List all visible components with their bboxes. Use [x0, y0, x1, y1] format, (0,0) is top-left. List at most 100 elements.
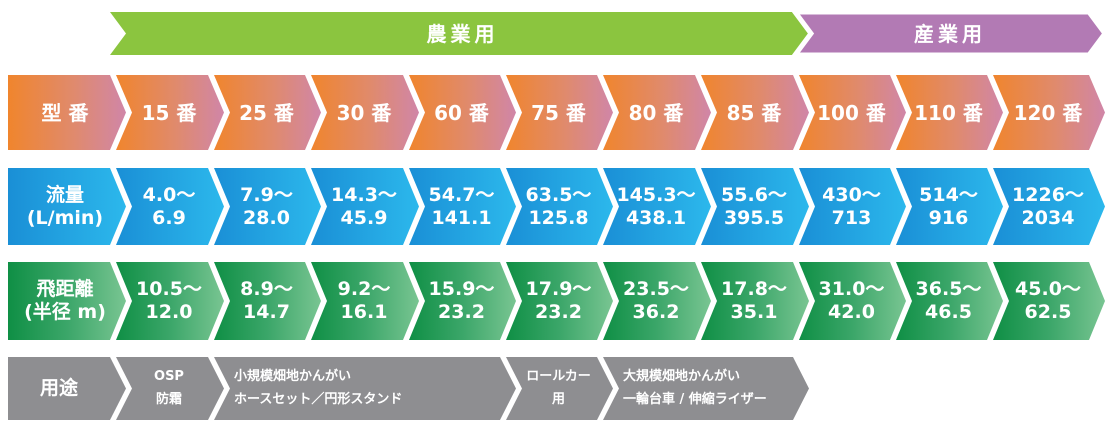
cell-chevron — [799, 262, 906, 340]
cell-distance-line1: 10.5〜 — [136, 278, 202, 301]
cell-chevron — [214, 75, 321, 150]
cell-flow-line2: 2034 — [1021, 206, 1075, 229]
cell-flow-line2: 6.9 — [152, 206, 186, 229]
cell-model: 25 番 — [220, 75, 313, 150]
usage-chevron — [116, 357, 224, 420]
cell-distance: 17.9〜 23.2 — [512, 262, 605, 340]
cell-chevron — [116, 168, 224, 245]
cell-model-line1: 75 番 — [531, 100, 586, 125]
category-band — [790, 9, 1109, 58]
cell-flow: 63.5〜 125.8 — [512, 168, 605, 245]
cell-flow: 14.3〜 45.9 — [317, 168, 411, 245]
cell-chevron — [311, 75, 419, 150]
cell-chevron — [799, 75, 906, 150]
row-header-chevron — [8, 75, 126, 150]
cell-distance: 10.5〜 12.0 — [122, 262, 216, 340]
cell-chevron — [603, 168, 711, 245]
row-header-distance: 飛距離 (半径 m) — [12, 262, 118, 340]
cell-distance-line1: 15.9〜 — [428, 278, 495, 301]
row-header-distance-line2: (半径 m) — [24, 301, 106, 323]
cell-chevron — [993, 168, 1105, 245]
cell-flow-line1: 63.5〜 — [525, 183, 592, 206]
usage-chevron — [214, 357, 516, 420]
cell-chevron — [896, 75, 1003, 150]
cell-flow-line1: 55.6〜 — [721, 183, 787, 206]
usage-cell: ロールカー用 — [512, 357, 605, 420]
cell-chevron — [896, 262, 1003, 340]
cell-flow-line1: 514〜 — [919, 183, 978, 206]
cell-chevron — [311, 262, 419, 340]
cell-distance-line2: 23.2 — [535, 301, 582, 323]
row-header-flow: 流量 (L/min) — [12, 168, 118, 245]
cell-flow-line2: 28.0 — [243, 206, 290, 229]
cell-flow-line1: 14.3〜 — [331, 183, 397, 206]
cell-chevron — [993, 75, 1105, 150]
cell-distance: 36.5〜 46.5 — [902, 262, 995, 340]
cell-flow: 4.0〜 6.9 — [122, 168, 216, 245]
cell-model-line1: 120 番 — [1013, 100, 1083, 125]
cell-distance-line2: 42.0 — [828, 301, 875, 323]
cell-distance-line1: 31.0〜 — [818, 278, 885, 301]
cell-flow-line1: 7.9〜 — [240, 183, 293, 206]
row-header-model-line1: 型 番 — [41, 100, 89, 125]
cell-flow-line2: 125.8 — [528, 206, 589, 229]
cell-flow-line1: 145.3〜 — [616, 183, 696, 206]
cell-chevron — [799, 168, 906, 245]
cell-model: 30 番 — [317, 75, 411, 150]
cell-chevron — [896, 168, 1003, 245]
cell-chevron — [603, 262, 711, 340]
category-band — [110, 12, 815, 55]
cell-model: 80 番 — [609, 75, 703, 150]
cell-model-line1: 80 番 — [628, 100, 684, 125]
cell-chevron — [409, 168, 516, 245]
cell-distance-line1: 8.9〜 — [240, 278, 293, 301]
cell-chevron — [214, 168, 321, 245]
usage-cell-line2: ホースセット／円形スタンド — [234, 391, 403, 407]
cell-flow: 514〜 916 — [902, 168, 995, 245]
usage-cell-line2: 一輪台車 / 伸縮ライザー — [623, 391, 767, 407]
cell-chevron — [506, 168, 613, 245]
cell-chevron — [603, 75, 711, 150]
cell-distance: 31.0〜 42.0 — [805, 262, 898, 340]
cell-flow-line2: 916 — [928, 206, 969, 229]
cell-model: 120 番 — [999, 75, 1097, 150]
cell-flow-line2: 45.9 — [340, 206, 388, 229]
cell-model: 15 番 — [122, 75, 216, 150]
cell-distance-line2: 46.5 — [925, 301, 972, 323]
category-band-label: 農業用 — [426, 21, 499, 46]
cell-flow: 54.7〜 141.1 — [415, 168, 508, 245]
usage-cell-line1: 小規模畑地かんがい — [234, 368, 352, 384]
cell-chevron — [116, 75, 224, 150]
cell-flow: 430〜 713 — [805, 168, 898, 245]
usage-cell-line2: 用 — [551, 391, 565, 407]
row-header-flow-line1: 流量 — [45, 183, 84, 206]
cell-model: 100 番 — [805, 75, 898, 150]
cell-distance-line2: 12.0 — [145, 301, 193, 323]
row-header-model: 型 番 — [12, 75, 118, 150]
cell-flow-line1: 430〜 — [822, 183, 881, 206]
cell-chevron — [701, 262, 809, 340]
cell-model-line1: 85 番 — [726, 100, 782, 125]
row-header-chevron — [8, 168, 126, 245]
cell-model-line1: 100 番 — [817, 100, 886, 125]
cell-distance-line2: 16.1 — [340, 301, 388, 323]
usage-header: 用途 — [39, 377, 78, 400]
cell-flow-line2: 438.1 — [625, 206, 687, 229]
cell-flow-line2: 395.5 — [723, 206, 785, 229]
cell-distance-line1: 17.8〜 — [721, 278, 787, 301]
cell-distance: 45.0〜 62.5 — [999, 262, 1097, 340]
row-header-chevron — [8, 262, 126, 340]
cell-model: 110 番 — [902, 75, 995, 150]
row-header-flow-line2: (L/min) — [26, 206, 104, 229]
cell-chevron — [116, 262, 224, 340]
usage-cell: 小規模畑地かんがいホースセット／円形スタンド — [220, 357, 522, 420]
cell-distance-line1: 23.5〜 — [623, 278, 689, 301]
cell-chevron — [993, 262, 1105, 340]
cell-model-line1: 60 番 — [434, 100, 489, 125]
cell-flow-line2: 141.1 — [431, 206, 492, 229]
cell-distance: 15.9〜 23.2 — [415, 262, 508, 340]
cell-chevron — [506, 262, 613, 340]
usage-header-chevron — [8, 357, 126, 420]
category-band-label: 産業用 — [914, 21, 986, 46]
usage-cell: 大規模畑地かんがい 一輪台車 / 伸縮ライザー — [609, 357, 815, 420]
